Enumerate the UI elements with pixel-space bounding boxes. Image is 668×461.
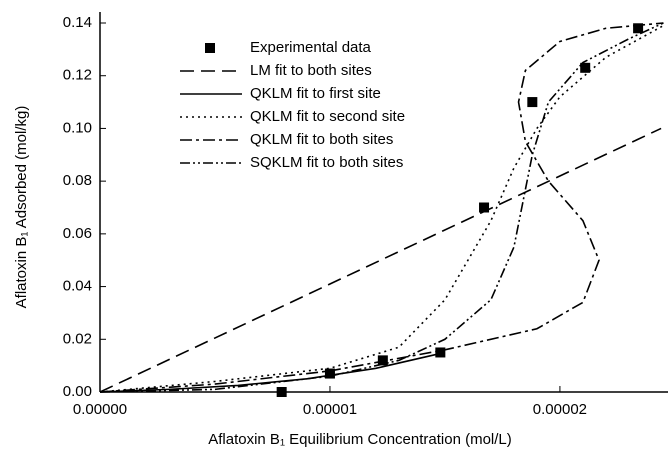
data-point <box>580 62 591 73</box>
legend-label: LM fit to both sites <box>250 62 372 79</box>
legend-label: QKLM fit to first site <box>250 85 381 102</box>
data-point <box>479 202 490 213</box>
y-tick-label: 0.10 <box>63 119 92 136</box>
x-tick-label: 0.00000 <box>73 401 127 418</box>
x-tick-label: 0.00002 <box>533 401 587 418</box>
y-tick-label: 0.00 <box>63 383 92 400</box>
legend-label: QKLM fit to second site <box>250 108 405 125</box>
data-point <box>633 23 644 34</box>
x-axis-label: Aflatoxin B₁ Equilibrium Concentration (… <box>208 431 512 448</box>
data-point <box>324 368 335 379</box>
legend-marker <box>205 43 215 53</box>
x-tick-label: 0.00001 <box>303 401 357 418</box>
y-tick-label: 0.14 <box>63 14 92 31</box>
y-axis-label: Aflatoxin B₁ Adsorbed (mol/kg) <box>13 106 30 309</box>
data-point <box>527 97 538 108</box>
y-tick-label: 0.12 <box>63 67 92 84</box>
fit-line <box>99 351 446 393</box>
legend-label: QKLM fit to both sites <box>250 131 393 148</box>
legend-label: SQKLM fit to both sites <box>250 154 403 171</box>
y-tick-label: 0.04 <box>63 278 92 295</box>
y-tick-label: 0.02 <box>63 330 92 347</box>
y-tick-label: 0.08 <box>63 172 92 189</box>
fit-line <box>99 127 662 393</box>
data-point <box>377 355 388 366</box>
data-point <box>435 347 446 358</box>
fit-line <box>99 22 664 393</box>
fit-line <box>99 24 664 393</box>
legend-label: Experimental data <box>250 39 372 56</box>
fit-line <box>99 22 664 393</box>
data-point <box>276 387 287 397</box>
y-tick-label: 0.06 <box>63 225 92 242</box>
